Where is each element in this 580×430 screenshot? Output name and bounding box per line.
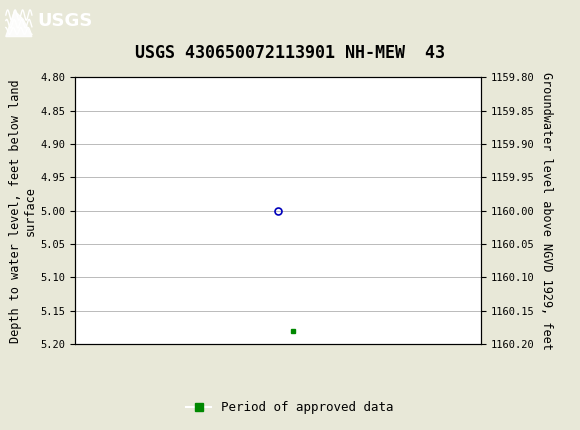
Polygon shape [6,11,32,37]
Text: USGS 430650072113901 NH-MEW  43: USGS 430650072113901 NH-MEW 43 [135,44,445,62]
Y-axis label: Groundwater level above NGVD 1929, feet: Groundwater level above NGVD 1929, feet [541,72,553,350]
Text: USGS: USGS [38,12,93,31]
Legend: Period of approved data: Period of approved data [181,396,399,419]
Y-axis label: Depth to water level, feet below land
surface: Depth to water level, feet below land su… [9,79,37,343]
